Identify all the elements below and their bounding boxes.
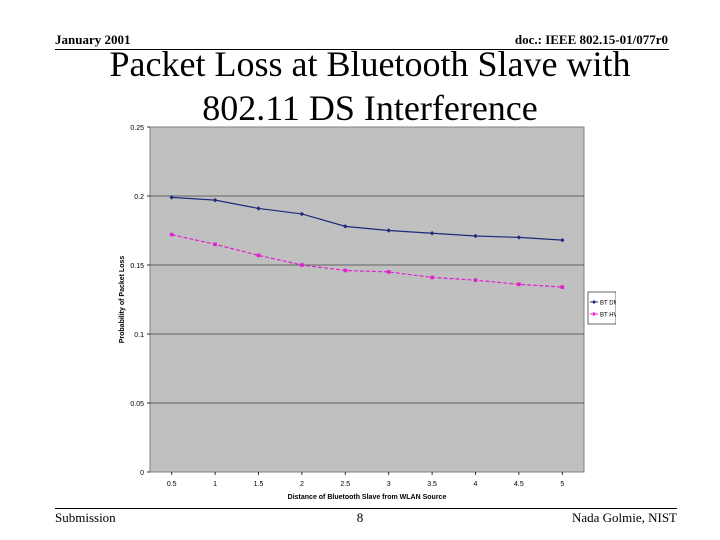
y-tick-label: 0.25 xyxy=(130,125,144,132)
footer-divider xyxy=(55,508,677,509)
x-tick-label: 4.5 xyxy=(514,481,524,488)
data-point xyxy=(169,232,174,237)
y-tick-label: 0.15 xyxy=(130,263,144,270)
series-line-bt-dm1 xyxy=(171,196,563,241)
data-point xyxy=(256,253,261,258)
y-tick-label: 0 xyxy=(140,470,144,477)
data-point xyxy=(386,270,391,274)
x-tick-label: 2 xyxy=(300,481,304,488)
header-date: January 2001 xyxy=(55,32,131,47)
data-point xyxy=(299,211,305,217)
legend-box xyxy=(587,291,616,325)
x-tick-label: 2.5 xyxy=(340,481,350,488)
data-point xyxy=(560,285,565,289)
data-point xyxy=(517,282,521,287)
slide-title-line-1: Packet Loss at Bluetooth Slave with xyxy=(109,44,631,84)
packet-loss-chart: 0 0.05 0.1 0.15 0.2 0.25 0.5 1 1.5 2 2.5 3 3.5 4 4.5 5 D… xyxy=(119,125,616,501)
header-doc-id: doc.: IEEE 802.15-01/077r0 xyxy=(514,32,668,47)
data-point xyxy=(300,263,304,267)
y-tick-label: 0.2 xyxy=(134,194,144,201)
footer-submission: Submission xyxy=(55,510,116,525)
header-divider xyxy=(55,49,669,50)
data-point xyxy=(430,275,434,280)
data-point xyxy=(343,268,348,273)
data-point xyxy=(473,233,478,239)
slide-title: Packet Loss at Bluetooth Slave with 802.… xyxy=(60,42,680,130)
legend-marker xyxy=(592,300,596,304)
x-tick-label: 3 xyxy=(387,481,391,488)
legend-marker xyxy=(592,312,596,316)
page-number: 8 xyxy=(356,510,364,525)
data-point xyxy=(429,231,435,236)
data-point xyxy=(256,206,261,211)
plot-area xyxy=(149,126,585,473)
data-point xyxy=(516,235,522,240)
x-axis-label: Distance of Bluetooth Slave from WLAN So… xyxy=(288,494,447,501)
y-tick-label: 0.05 xyxy=(130,401,144,408)
legend-label: BT DM1 xyxy=(600,301,616,307)
y-tick-label: 0.1 xyxy=(134,332,144,339)
data-point xyxy=(213,242,217,247)
slide-title-line-2: 802.11 DS Interference xyxy=(202,88,538,128)
data-point xyxy=(343,224,348,229)
x-tick-label: 4 xyxy=(474,481,478,488)
data-point xyxy=(473,278,478,282)
legend-label: BT HV1 xyxy=(600,313,616,319)
x-tick-label: 3.5 xyxy=(427,481,437,488)
x-tick-label: 5 xyxy=(560,481,564,488)
x-tick-label: 1.5 xyxy=(254,481,264,488)
data-point xyxy=(212,197,218,203)
y-axis-label: Probability of Packet Loss xyxy=(119,256,126,344)
x-tick-label: 0.5 xyxy=(167,481,177,488)
series-line-bt-hv1 xyxy=(171,234,563,288)
footer-author: Nada Golmie, NIST xyxy=(571,510,677,525)
x-tick-label: 1 xyxy=(213,481,217,488)
data-point xyxy=(169,195,174,200)
